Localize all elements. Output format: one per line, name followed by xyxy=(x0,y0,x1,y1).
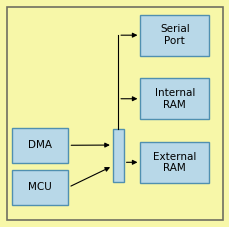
Bar xyxy=(112,129,123,182)
Bar xyxy=(140,142,208,183)
Bar xyxy=(140,78,208,119)
Text: Internal
RAM: Internal RAM xyxy=(154,88,194,110)
Bar xyxy=(12,128,68,163)
Bar xyxy=(140,15,208,56)
Text: Serial
Port: Serial Port xyxy=(159,24,189,46)
Text: MCU: MCU xyxy=(28,182,52,192)
Text: DMA: DMA xyxy=(28,140,52,150)
Text: External
RAM: External RAM xyxy=(153,151,196,173)
Bar xyxy=(12,170,68,205)
